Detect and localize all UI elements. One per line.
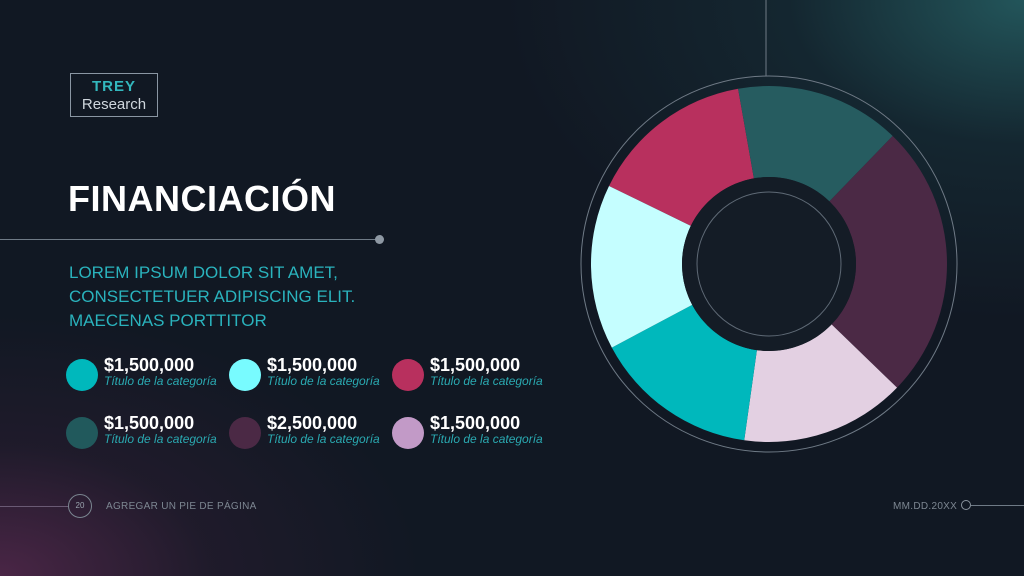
donut-slice (738, 86, 893, 202)
legend-item: $1,500,000 Título de la categoría (229, 355, 389, 393)
chart-inner-ring (696, 191, 842, 337)
donut-slice (611, 304, 757, 441)
title-divider (0, 239, 376, 240)
legend-label: Título de la categoría (267, 432, 380, 446)
legend-item: $1,500,000 Título de la categoría (66, 355, 226, 393)
legend-value: $1,500,000 (104, 413, 195, 433)
chart-outer-ring (580, 75, 958, 453)
legend-value: $1,500,000 (430, 413, 521, 433)
legend-item: $1,500,000 Título de la categoría (392, 413, 552, 451)
donut-hole (682, 177, 856, 351)
logo-line-2: Research (81, 96, 147, 113)
legend-label: Título de la categoría (104, 374, 217, 388)
footer-date: MM.DD.20XX (893, 501, 958, 512)
donut-slice (590, 185, 693, 348)
divider-dot (375, 235, 384, 244)
legend-swatch (229, 417, 261, 449)
footer-divider (0, 506, 68, 507)
donut-slices (590, 86, 947, 442)
legend-item: $2,500,000 Título de la categoría (229, 413, 389, 451)
footer-divider-right (971, 505, 1024, 506)
logo-line-1: TREY (91, 78, 136, 95)
legend-swatch (66, 359, 98, 391)
legend-label: Título de la categoría (104, 432, 217, 446)
logo: TREY Research (70, 73, 158, 117)
legend-item: $1,500,000 Título de la categoría (392, 355, 552, 393)
legend-swatch (229, 359, 261, 391)
page-number: 20 (68, 494, 92, 518)
donut-slice (829, 135, 947, 388)
footer-dot (961, 500, 971, 510)
legend-value: $1,500,000 (104, 355, 195, 375)
legend-label: Título de la categoría (267, 374, 380, 388)
legend-item: $1,500,000 Título de la categoría (66, 413, 226, 451)
legend-swatch (392, 359, 424, 391)
legend-label: Título de la categoría (430, 374, 543, 388)
legend-swatch (392, 417, 424, 449)
donut-slice (744, 324, 898, 442)
legend-value: $1,500,000 (267, 355, 358, 375)
slide-subtitle: LOREM IPSUM DOLOR SIT AMET, CONSECTETUER… (69, 263, 356, 330)
footer-text: AGREGAR UN PIE DE PÁGINA (106, 501, 257, 512)
slide-title: FINANCIACIÓN (68, 178, 336, 219)
legend-value: $1,500,000 (430, 355, 521, 375)
donut-slice (609, 88, 754, 226)
legend-label: Título de la categoría (430, 432, 543, 446)
legend-swatch (66, 417, 98, 449)
legend-value: $2,500,000 (267, 413, 358, 433)
